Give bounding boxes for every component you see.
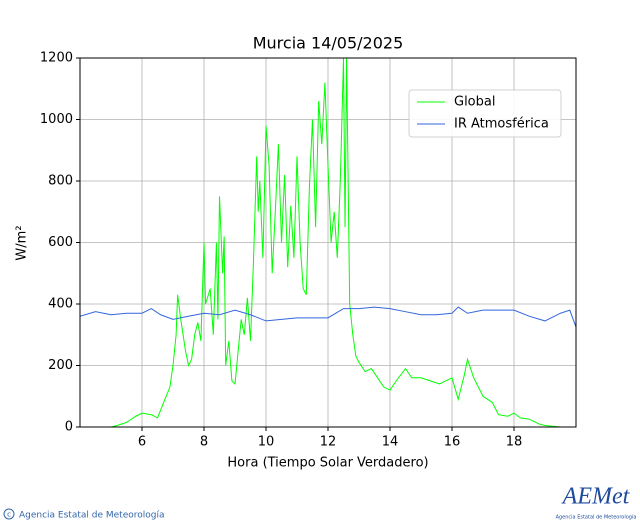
y-tick-label: 200	[48, 358, 73, 373]
logo: AEMet	[561, 484, 631, 510]
footer-agency: Agencia Estatal de Meteorología	[19, 511, 165, 521]
series-line	[80, 57, 576, 427]
x-tick-label: 18	[506, 435, 523, 450]
x-axis-label: Hora (Tiempo Solar Verdadero)	[227, 456, 428, 471]
logo-caption: Agencia Estatal de Meteorología	[556, 514, 637, 521]
plot-frame	[79, 57, 577, 428]
y-tick-label: 0	[65, 420, 73, 435]
legend-box	[408, 89, 562, 138]
chart-title: Murcia 14/05/2025	[253, 34, 404, 53]
copyright-symbol: c	[7, 511, 11, 519]
y-tick-label: 600	[48, 235, 73, 250]
y-tick-label: 800	[48, 174, 73, 189]
copyright-icon	[3, 508, 15, 520]
y-tick-label: 1200	[40, 51, 73, 66]
x-tick-label: 6	[138, 435, 146, 450]
x-tick-label: 16	[444, 435, 461, 450]
x-tick-label: 8	[200, 435, 208, 450]
y-axis-label: W/m²	[15, 225, 30, 260]
x-tick-label: 12	[320, 435, 337, 450]
y-tick-label: 1000	[40, 112, 73, 127]
x-tick-label: 14	[382, 435, 399, 450]
x-tick-label: 10	[258, 435, 275, 450]
legend-label: IR Atmosférica	[454, 117, 549, 132]
y-tick-label: 400	[48, 297, 73, 312]
series-line	[80, 306, 576, 328]
legend-label: Global	[454, 95, 495, 110]
